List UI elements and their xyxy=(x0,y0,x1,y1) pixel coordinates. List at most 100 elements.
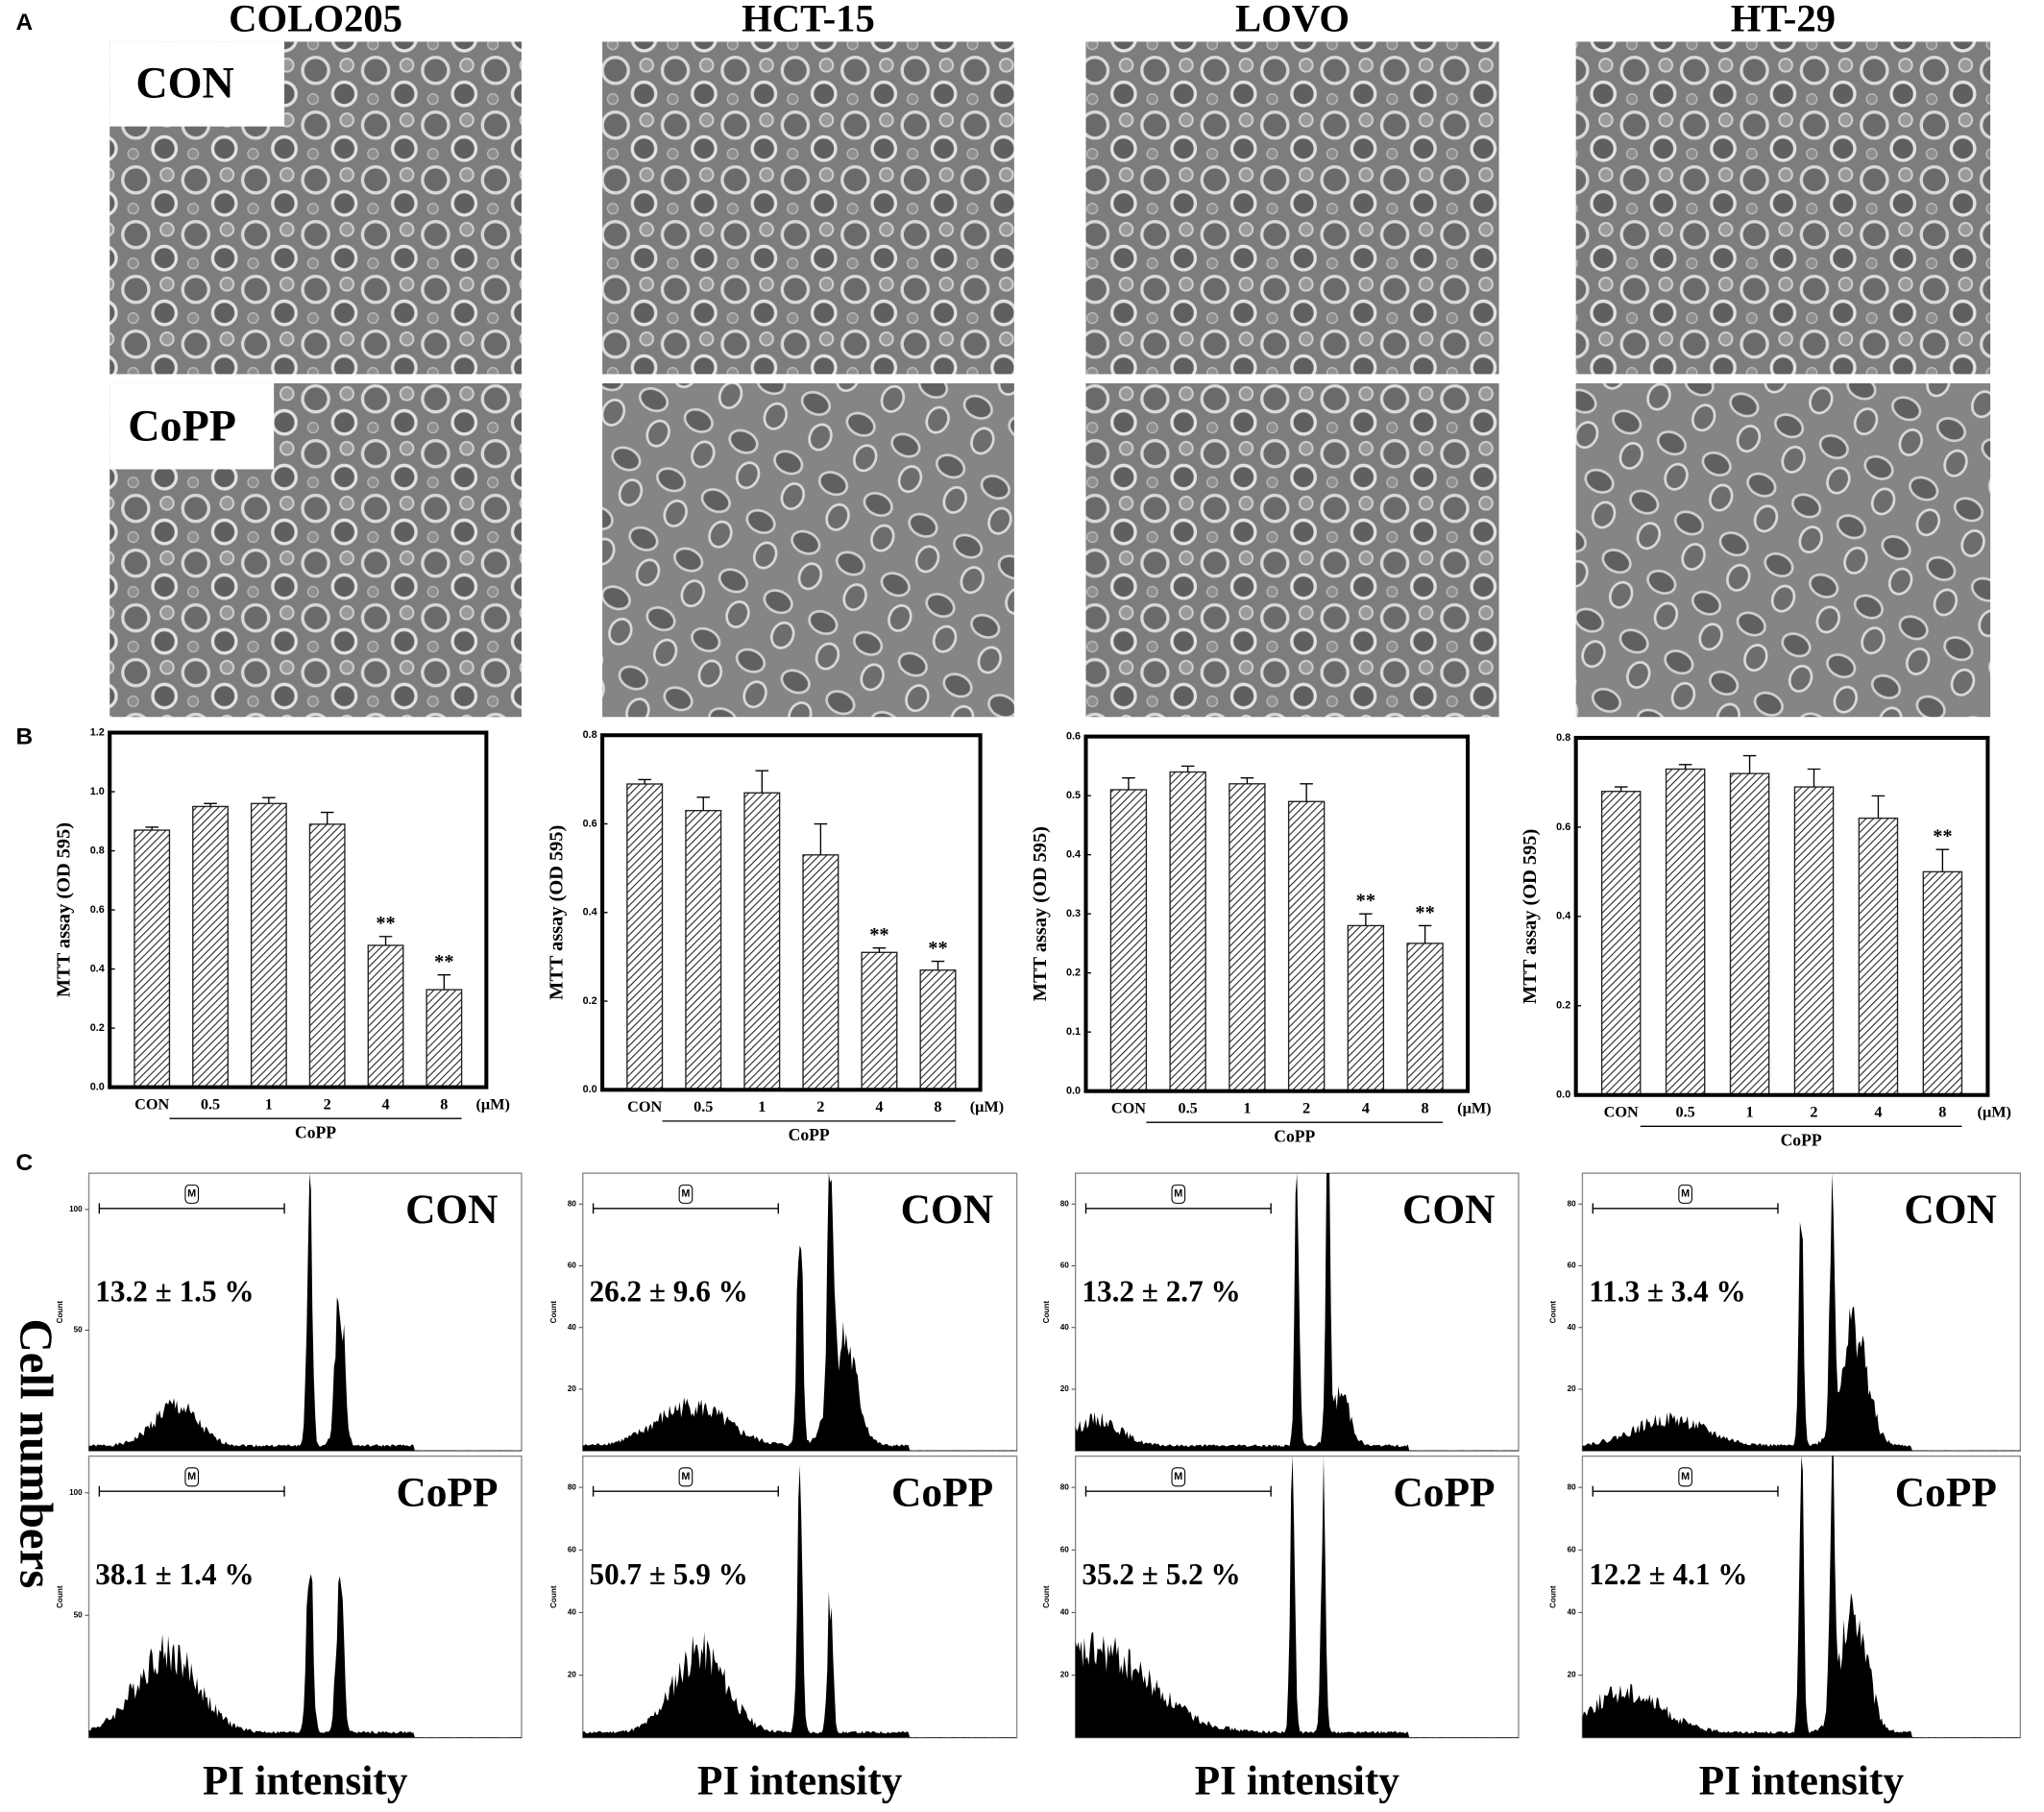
condition-label: CoPP xyxy=(1393,1470,1495,1516)
y-tick-label: 20 xyxy=(1568,1384,1577,1393)
y-tick-label: 0.0 xyxy=(1556,1090,1570,1101)
micrograph xyxy=(1575,41,1991,375)
error-bar xyxy=(1418,924,1432,943)
error-bar xyxy=(1807,768,1821,788)
significance: ** xyxy=(928,938,947,959)
y-tick-label: 0.8 xyxy=(583,729,597,741)
y-tick-label: 0.8 xyxy=(90,845,105,856)
x-tick-label: 0.5 xyxy=(201,1094,220,1113)
error-bar xyxy=(262,796,276,804)
apoptosis-percent: 38.1 ± 1.4 % xyxy=(95,1557,254,1591)
error-bar xyxy=(1871,795,1886,819)
y-tick-label: 0.6 xyxy=(90,904,105,916)
marker-box xyxy=(1171,1184,1186,1204)
group-label: CoPP xyxy=(295,1122,336,1141)
x-tick-label: 8 xyxy=(440,1094,448,1113)
marker-box xyxy=(184,1184,200,1204)
y-tick-label: 0.2 xyxy=(1556,1000,1570,1012)
x-tick-label: 2 xyxy=(1810,1102,1817,1120)
bar xyxy=(1665,768,1706,1096)
condition-label: CON xyxy=(901,1187,993,1233)
marker-label: M xyxy=(1681,1471,1690,1482)
bar xyxy=(1922,870,1963,1096)
apoptosis-percent: 50.7 ± 5.9 % xyxy=(590,1557,748,1591)
bar xyxy=(1347,924,1385,1092)
bar xyxy=(685,810,722,1090)
bar xyxy=(308,823,346,1089)
x-tick-label: CON xyxy=(627,1097,662,1115)
micrograph xyxy=(602,41,1014,375)
y-tick-label: 40 xyxy=(568,1323,577,1332)
y-tick-label: 100 xyxy=(69,1205,83,1213)
error-bar xyxy=(1240,776,1254,784)
bar xyxy=(1287,800,1326,1092)
y-tick-label: 80 xyxy=(568,1199,577,1208)
flow-x-label: PI intensity xyxy=(203,1757,408,1803)
column-title: COLO205 xyxy=(229,0,402,39)
condition-label: CoPP xyxy=(396,1470,498,1516)
x-tick-label: 2 xyxy=(816,1097,824,1115)
error-bar xyxy=(755,770,769,794)
flow-x-label: PI intensity xyxy=(1699,1757,1905,1803)
count-label: Count xyxy=(1042,1301,1051,1324)
significance: ** xyxy=(434,951,453,972)
marker-range xyxy=(1592,1485,1779,1497)
error-bar xyxy=(204,802,217,807)
column-title: LOVO xyxy=(1235,0,1350,39)
y-tick-label: 50 xyxy=(74,1610,84,1619)
bar xyxy=(802,854,840,1090)
y-tick-label: 0.1 xyxy=(1066,1026,1081,1038)
plot-frame xyxy=(1083,734,1471,1093)
error-bar xyxy=(320,811,334,824)
marker-label: M xyxy=(1681,1188,1690,1200)
x-unit: (μM) xyxy=(970,1097,1004,1115)
apoptosis-percent: 26.2 ± 9.6 % xyxy=(590,1274,748,1308)
count-label: Count xyxy=(549,1301,558,1324)
y-tick-label: 0.0 xyxy=(90,1081,105,1092)
x-unit: (μM) xyxy=(1978,1102,2011,1120)
x-tick-label: 1 xyxy=(1243,1098,1251,1116)
marker-range xyxy=(592,1203,779,1214)
y-tick-label: 20 xyxy=(568,1384,577,1393)
y-tick-label: 80 xyxy=(1060,1199,1070,1208)
condition-label: CoPP xyxy=(891,1470,993,1516)
x-tick-label: 1 xyxy=(265,1094,273,1113)
marker-range xyxy=(1084,1485,1272,1497)
bar xyxy=(626,783,664,1090)
y-axis-label: MTT assay (OD 595) xyxy=(1030,826,1051,1001)
y-tick-label: 80 xyxy=(1060,1482,1070,1491)
x-tick-label: 1 xyxy=(758,1097,766,1115)
y-tick-label: 0.4 xyxy=(1066,848,1081,860)
panel-label: C xyxy=(16,1150,34,1176)
bar xyxy=(1793,786,1835,1096)
bar xyxy=(1406,943,1444,1092)
significance: ** xyxy=(1415,902,1434,923)
count-label: Count xyxy=(56,1585,64,1608)
histogram-shape xyxy=(1582,1456,2021,1738)
error-bar xyxy=(1180,765,1195,772)
histogram-shape xyxy=(1582,1172,2021,1452)
group-label: CoPP xyxy=(789,1125,830,1144)
condition-label: CON xyxy=(405,1187,498,1233)
apoptosis-percent: 11.3 ± 3.4 % xyxy=(1589,1274,1746,1308)
marker-label: M xyxy=(1174,1188,1182,1200)
y-tick-label: 80 xyxy=(1568,1482,1577,1491)
marker-range xyxy=(98,1485,285,1497)
marker-range xyxy=(1592,1203,1779,1214)
apoptosis-percent: 12.2 ± 4.1 % xyxy=(1589,1557,1747,1591)
y-axis-label: MTT assay (OD 595) xyxy=(1520,829,1541,1004)
error-bar xyxy=(931,960,945,970)
y-tick-label: 20 xyxy=(568,1671,577,1679)
y-tick-label: 0.4 xyxy=(1556,911,1570,922)
group-label: CoPP xyxy=(1274,1127,1315,1146)
column-title: HCT-15 xyxy=(742,0,875,39)
y-tick-label: 0.2 xyxy=(583,995,597,1007)
y-tick-label: 60 xyxy=(1568,1545,1577,1554)
y-tick-label: 60 xyxy=(1060,1261,1070,1270)
x-tick-label: 0.5 xyxy=(1675,1102,1694,1120)
condition-label: CON xyxy=(1402,1187,1495,1233)
count-label: Count xyxy=(56,1301,64,1324)
flow-x-label: PI intensity xyxy=(1195,1757,1400,1803)
apoptosis-percent: 35.2 ± 5.2 % xyxy=(1082,1557,1240,1591)
histogram-shape xyxy=(88,1574,522,1738)
